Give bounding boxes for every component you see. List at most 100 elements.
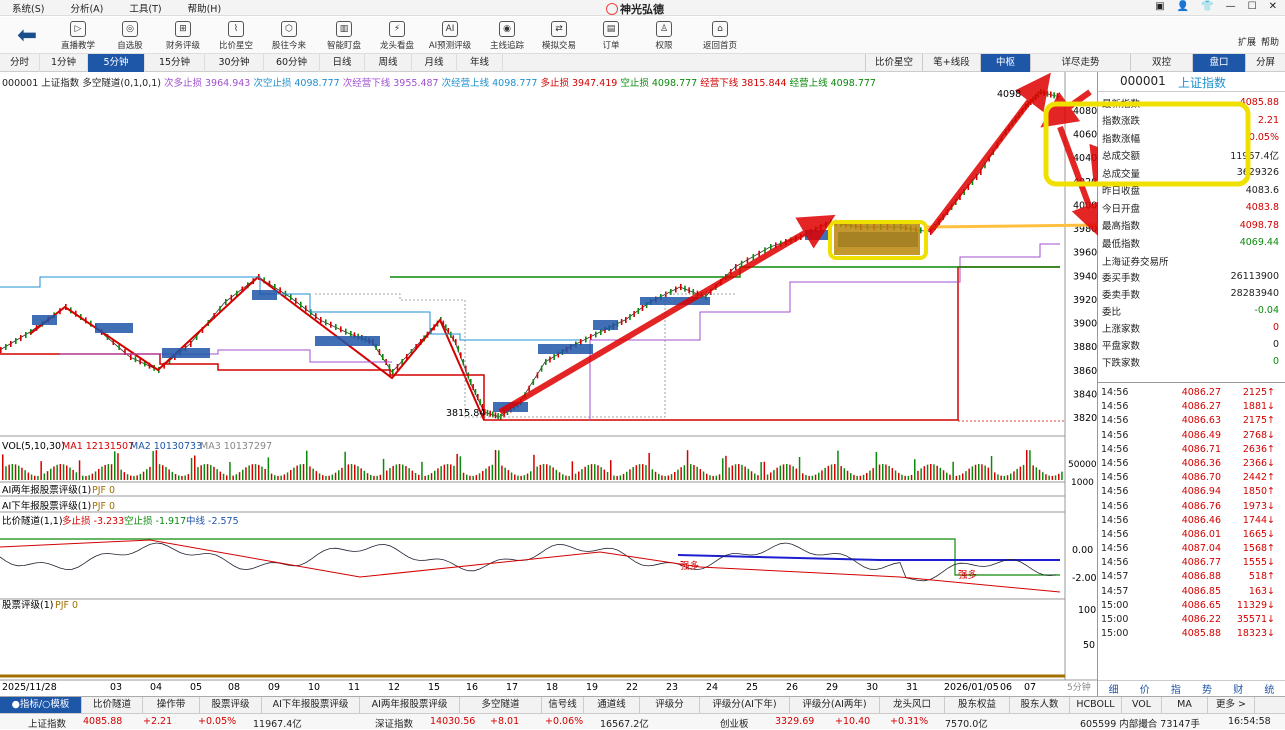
menu-bar: 系统(S) 分析(A) 工具(T) 帮助(H) [0, 0, 1285, 16]
volume-bar [155, 450, 158, 480]
period-bar: 分时 1分钟 5分钟 15分钟 30分钟 60分钟 日线 周线 月线 年线 比价星空 笔+线段 中枢 详尽… [0, 54, 1285, 72]
x-tick-label: 16 [466, 682, 478, 693]
toolbar-button-12[interactable]: ♙ 权限 [635, 20, 693, 54]
close-button[interactable]: ✕ [1268, 1, 1277, 12]
menu-analysis[interactable]: 分析(A) [70, 3, 104, 15]
period-tab-1[interactable]: 分时 [0, 54, 40, 72]
side-tab-2[interactable]: 价 [1139, 685, 1150, 696]
view-tab-7[interactable]: 分屏 [1245, 54, 1285, 72]
volume-bar [98, 468, 100, 480]
volume-bar [229, 461, 231, 480]
side-tab-5[interactable]: 财 [1233, 685, 1244, 696]
toolbar-button-2[interactable]: ◎ 自选股 [101, 20, 159, 54]
view-tab-4[interactable]: 详尽走势 [1030, 54, 1130, 72]
toolbar-button-4[interactable]: ⌇ 比价星空 [207, 20, 265, 54]
period-tab-8[interactable]: 周线 [365, 54, 412, 72]
view-tab-3[interactable]: 中枢 [980, 54, 1030, 72]
volume-bar [53, 466, 55, 480]
side-tab-6[interactable]: 统 [1264, 685, 1275, 696]
help-button[interactable]: 帮助 [1261, 38, 1280, 48]
volume-bar [325, 475, 327, 480]
side-tab-4[interactable]: 势 [1202, 685, 1213, 696]
indicator-tab-1[interactable]: ●指标/○模板 [0, 697, 82, 714]
candle [481, 404, 484, 410]
period-tab-7[interactable]: 日线 [320, 54, 365, 72]
period-tab-6[interactable]: 60分钟 [264, 54, 320, 72]
period-tab-10[interactable]: 年线 [457, 54, 503, 72]
view-tab-1[interactable]: 比价星空 [865, 54, 922, 72]
indicator-tab-7[interactable]: 多空隧道 [460, 697, 542, 714]
indicator-tab-15[interactable]: 股东人数 [1010, 697, 1070, 714]
indicator-tab-8[interactable]: 信号线 [542, 697, 584, 714]
indicator-tab-17[interactable]: VOL [1122, 697, 1162, 714]
menu-tools[interactable]: 工具(T) [129, 3, 162, 15]
volume-bar [562, 474, 564, 480]
indicator-tab-6[interactable]: AI两年报股票评级 [360, 697, 460, 714]
side-tab-3[interactable]: 指 [1170, 685, 1181, 696]
volume-bar [917, 470, 919, 480]
indicator-tab-18[interactable]: MA [1162, 697, 1208, 714]
toolbar-button-6[interactable]: ▥ 智能盯盘 [315, 20, 373, 54]
toolbar-button-11[interactable]: ▤ 订单 [582, 20, 640, 54]
extend-button[interactable]: 扩展 [1238, 38, 1257, 48]
period-tab-5[interactable]: 30分钟 [205, 54, 264, 72]
indicator-tab-9[interactable]: 通道线 [584, 697, 640, 714]
skin-icon[interactable]: 👕 [1201, 1, 1214, 12]
toolbar-button-3[interactable]: ⊞ 财务评级 [154, 20, 212, 54]
user-icon[interactable]: 👤 [1176, 1, 1190, 12]
toolbar-button-8[interactable]: AI AI预测评级 [421, 20, 479, 54]
volume-bar [971, 466, 974, 480]
toolbar-button-10[interactable]: ⇄ 模拟交易 [530, 20, 588, 54]
candle [477, 394, 479, 400]
chart-area[interactable]: 4080 4060 4040 4020 4000 3980 3960 3940 3920 3900… [0, 72, 1098, 696]
kline-chart-svg[interactable]: 4080406040404020400039803960394039203900… [0, 72, 1098, 696]
trade-time: 14:56 [1101, 557, 1129, 569]
candle [536, 372, 539, 379]
x-tick-label: 08 [228, 682, 240, 693]
minimize-button[interactable]: — [1225, 1, 1236, 12]
volume-bar [299, 464, 302, 480]
indicator-tab-19[interactable]: 更多 > [1208, 697, 1255, 714]
volume-bar [734, 464, 737, 480]
trade-time: 14:56 [1101, 500, 1129, 512]
indicator-tab-4[interactable]: 股票评级 [200, 697, 262, 714]
toolbar-button-9[interactable]: ◉ 主线追踪 [478, 20, 536, 54]
mail-icon[interactable]: ▣ [1155, 1, 1165, 12]
period-tab-3[interactable]: 5分钟 [88, 54, 145, 72]
indicator-tab-13[interactable]: 龙头风口 [880, 697, 945, 714]
menu-help[interactable]: 帮助(H) [187, 3, 222, 15]
indicator-tab-12[interactable]: 评级分(AI两年) [790, 697, 880, 714]
view-tab-2[interactable]: 笔+线段 [922, 54, 980, 72]
indicator-tab-3[interactable]: 操作带 [143, 697, 200, 714]
period-tab-9[interactable]: 月线 [412, 54, 457, 72]
toolbar-button-1[interactable]: ▷ 直播教学 [49, 20, 107, 54]
toolbar-label: 股往今来 [271, 41, 306, 51]
candle [118, 344, 120, 350]
volume-bar [146, 469, 148, 480]
trade-row: 14:56 4087.04 1568↑ [1101, 543, 1281, 557]
volume-bar [210, 465, 212, 480]
maximize-button[interactable]: ☐ [1247, 1, 1257, 12]
trade-time: 14:56 [1101, 528, 1129, 540]
toolbar-button-13[interactable]: ⌂ 返回首页 [691, 20, 749, 54]
back-arrow-icon[interactable]: ⬅ [16, 21, 38, 49]
indicator-tab-11[interactable]: 评级分(AI下年) [700, 697, 790, 714]
menu-system[interactable]: 系统(S) [12, 3, 45, 15]
indicator-tab-5[interactable]: AI下年报股票评级 [262, 697, 360, 714]
side-tab-1[interactable]: 细 [1108, 685, 1119, 696]
volume-bar [731, 465, 734, 480]
x-tick-label: 24 [706, 682, 718, 693]
volume-bar [558, 472, 561, 480]
indicator-tab-10[interactable]: 评级分 [640, 697, 700, 714]
toolbar-button-5[interactable]: ⬡ 股往今来 [260, 20, 318, 54]
view-tab-6[interactable]: 盘口 [1192, 54, 1245, 72]
indicator-tab-2[interactable]: 比价隧道 [82, 697, 143, 714]
candle [528, 385, 530, 392]
period-tab-2[interactable]: 1分钟 [40, 54, 88, 72]
indicator-tab-14[interactable]: 股东权益 [945, 697, 1010, 714]
view-tab-5[interactable]: 双控 [1130, 54, 1192, 72]
indicator-tab-16[interactable]: HCBOLL [1070, 697, 1122, 714]
period-tab-4[interactable]: 15分钟 [145, 54, 205, 72]
volume-bar [584, 466, 586, 480]
toolbar-button-7[interactable]: ⚡ 龙头看盘 [368, 20, 426, 54]
